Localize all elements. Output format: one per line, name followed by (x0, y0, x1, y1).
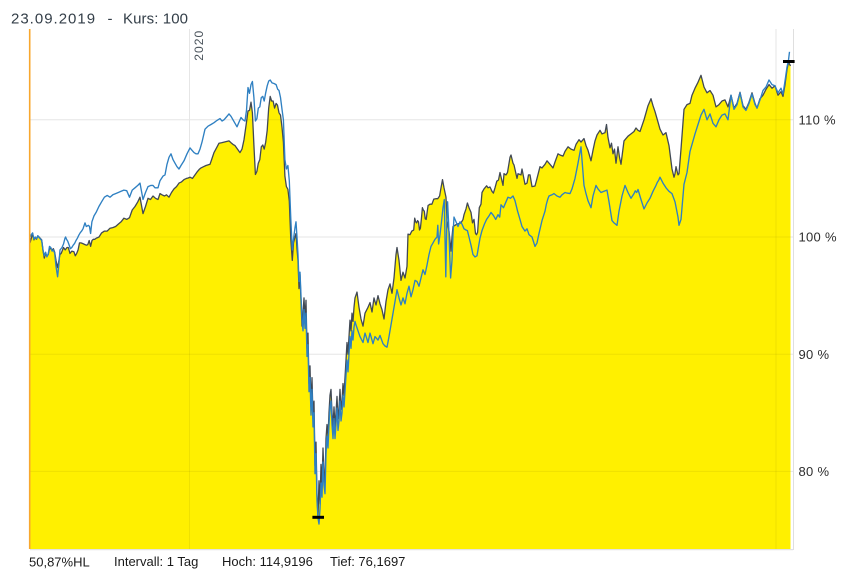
svg-text:80 %: 80 % (799, 464, 830, 479)
svg-text:50,87%HL: 50,87%HL (29, 554, 90, 569)
svg-text:110 %: 110 % (799, 112, 837, 127)
svg-text:90 %: 90 % (799, 347, 830, 362)
svg-text:23.09.2019: 23.09.2019 (11, 11, 96, 28)
svg-text:100 %: 100 % (799, 230, 838, 245)
svg-text:Hoch: 114,9196: Hoch: 114,9196 (222, 554, 313, 569)
svg-text:-: - (108, 11, 113, 28)
svg-text:Kurs: 100: Kurs: 100 (123, 11, 188, 28)
svg-text:Intervall: 1 Tag: Intervall: 1 Tag (114, 554, 198, 569)
svg-text:Tief: 76,1697: Tief: 76,1697 (330, 554, 405, 569)
svg-text:2020: 2020 (192, 30, 206, 61)
